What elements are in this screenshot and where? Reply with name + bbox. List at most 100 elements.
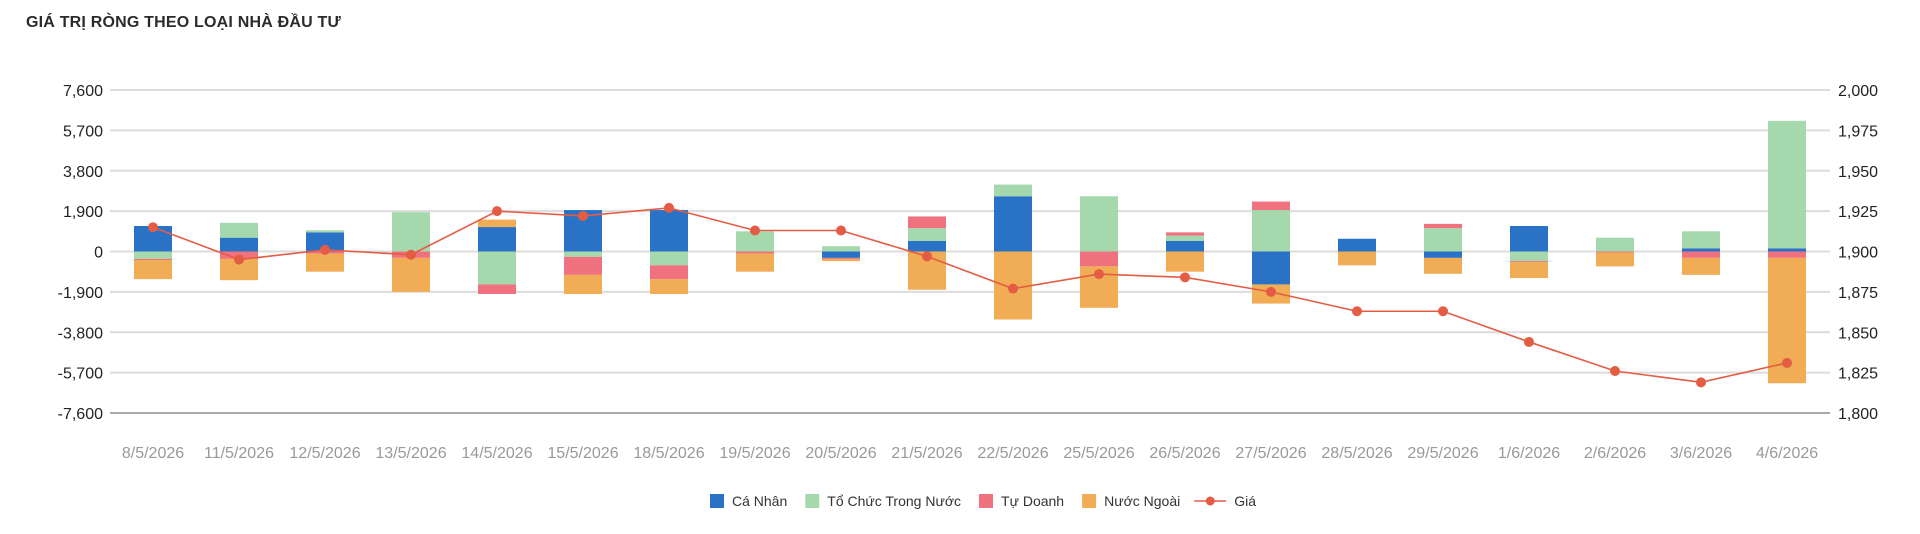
bar-segment[interactable]: [1682, 248, 1720, 252]
price-point[interactable]: [1610, 366, 1620, 377]
bar-segment[interactable]: [650, 210, 688, 252]
bar-segment[interactable]: [220, 237, 258, 252]
bar-segment[interactable]: [134, 251, 172, 259]
bar-segment[interactable]: [306, 253, 344, 272]
legend-swatch: [979, 494, 994, 508]
legend-swatch: [805, 494, 820, 508]
x-tick-label: 20/5/2026: [805, 445, 876, 462]
bar-segment[interactable]: [478, 219, 516, 228]
bar-segment[interactable]: [1252, 210, 1290, 252]
bar-segment[interactable]: [1166, 240, 1204, 252]
price-point[interactable]: [1352, 306, 1362, 317]
price-point[interactable]: [1782, 357, 1792, 368]
price-point[interactable]: [1524, 336, 1534, 347]
price-point[interactable]: [836, 225, 846, 236]
bar-segment[interactable]: [564, 274, 602, 294]
price-point[interactable]: [234, 254, 244, 265]
bar-segment[interactable]: [908, 240, 946, 252]
bar-segment[interactable]: [1510, 251, 1548, 262]
bar-segment[interactable]: [1768, 251, 1806, 258]
bar-segment[interactable]: [1424, 228, 1462, 252]
bar-segment[interactable]: [908, 228, 946, 241]
y2-tick-label: 1,975: [1838, 123, 1878, 140]
bar-segment[interactable]: [1338, 251, 1376, 266]
bar-segment[interactable]: [478, 284, 516, 294]
bar-segment[interactable]: [822, 251, 860, 258]
bar-segment[interactable]: [134, 260, 172, 280]
price-point[interactable]: [750, 225, 760, 236]
bar-segment[interactable]: [306, 230, 344, 233]
bar-segment[interactable]: [1682, 257, 1720, 275]
price-point[interactable]: [1094, 269, 1104, 280]
bar-segment[interactable]: [564, 251, 602, 257]
bar-segment[interactable]: [392, 212, 430, 252]
bar-segment[interactable]: [822, 246, 860, 252]
bar-segment[interactable]: [1682, 251, 1720, 258]
bar-segment[interactable]: [1768, 248, 1806, 252]
bar-segment[interactable]: [306, 232, 344, 252]
bar-segment[interactable]: [1338, 238, 1376, 252]
price-point[interactable]: [148, 222, 158, 233]
bar-segment[interactable]: [1510, 262, 1548, 279]
price-point[interactable]: [922, 251, 932, 262]
bar-segment[interactable]: [478, 251, 516, 285]
bar-segment[interactable]: [1596, 252, 1634, 267]
bar-segment[interactable]: [994, 196, 1032, 252]
bar-segment[interactable]: [1252, 201, 1290, 211]
bar-segment[interactable]: [908, 216, 946, 229]
y-tick-label: 0: [94, 245, 103, 262]
bar-segment[interactable]: [1596, 251, 1634, 253]
bar-segment[interactable]: [1166, 235, 1204, 241]
bar-segment[interactable]: [564, 256, 602, 275]
bar-segment[interactable]: [134, 258, 172, 260]
bar-segment[interactable]: [220, 222, 258, 238]
price-point[interactable]: [1180, 272, 1190, 283]
bar-segment[interactable]: [1682, 231, 1720, 249]
price-point[interactable]: [1696, 377, 1706, 388]
y-tick-label: 7,600: [63, 83, 103, 100]
bar-segment[interactable]: [822, 257, 860, 259]
bar-segment[interactable]: [1510, 226, 1548, 252]
x-tick-label: 1/6/2026: [1498, 445, 1560, 462]
x-tick-label: 11/5/2026: [204, 445, 274, 462]
bar-segment[interactable]: [1252, 251, 1290, 285]
x-tick-label: 2/6/2026: [1584, 445, 1646, 462]
bar-segment[interactable]: [1080, 251, 1118, 267]
price-point[interactable]: [406, 249, 416, 260]
bar-segment[interactable]: [822, 258, 860, 262]
bar-segment[interactable]: [650, 251, 688, 266]
bar-segment[interactable]: [1424, 223, 1462, 229]
x-tick-label: 12/5/2026: [289, 445, 360, 462]
y2-tick-label: 1,800: [1838, 406, 1878, 423]
bar-segment[interactable]: [1424, 257, 1462, 274]
legend-label: Cá Nhân: [732, 493, 787, 509]
bar-segment[interactable]: [1596, 237, 1634, 252]
x-tick-label: 8/5/2026: [122, 445, 184, 462]
bar-segment[interactable]: [392, 257, 430, 292]
price-point[interactable]: [1008, 283, 1018, 294]
bar-segment[interactable]: [1166, 251, 1204, 272]
price-point[interactable]: [1266, 286, 1276, 297]
bar-segment[interactable]: [650, 265, 688, 280]
bar-segment[interactable]: [736, 253, 774, 272]
bar-segment[interactable]: [1166, 232, 1204, 236]
price-point[interactable]: [578, 210, 588, 221]
price-point[interactable]: [320, 244, 330, 255]
bar-segment[interactable]: [1768, 120, 1806, 249]
bar-segment[interactable]: [478, 227, 516, 252]
bar-segment[interactable]: [650, 279, 688, 294]
bar-segment[interactable]: [220, 258, 258, 281]
price-point[interactable]: [492, 206, 502, 217]
bar-segment[interactable]: [1424, 251, 1462, 258]
bar-segment[interactable]: [736, 251, 774, 254]
y2-tick-label: 1,925: [1838, 204, 1878, 221]
bar-segment[interactable]: [1510, 261, 1548, 263]
legend-swatch: [710, 494, 724, 508]
price-point[interactable]: [1438, 306, 1448, 317]
bar-segment[interactable]: [994, 184, 1032, 197]
legend-swatch: [1082, 494, 1097, 508]
bar-segment[interactable]: [1080, 196, 1118, 252]
bar-segment[interactable]: [736, 231, 774, 252]
price-point[interactable]: [664, 202, 674, 213]
